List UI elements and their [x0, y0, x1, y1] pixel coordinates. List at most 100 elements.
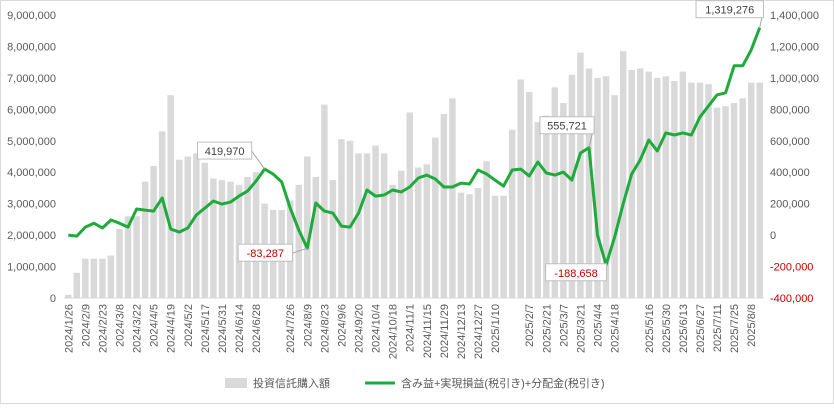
- x-tick-label: 2025/7/11: [712, 304, 724, 352]
- bar: [535, 122, 541, 298]
- bar: [236, 185, 242, 298]
- bar: [142, 182, 148, 298]
- x-tick-label: 2024/5/2: [183, 304, 195, 347]
- x-tick-label: 2024/2/9: [80, 304, 92, 347]
- bar: [193, 153, 199, 298]
- bar: [176, 160, 182, 298]
- bar: [458, 193, 464, 298]
- bar: [108, 256, 114, 298]
- bar: [99, 259, 105, 298]
- bar: [509, 130, 515, 298]
- x-tick-label: 2024/11/1: [405, 304, 417, 352]
- y-tick-label: 3,000,000: [7, 199, 56, 211]
- bar: [526, 92, 532, 298]
- x-tick-label: 2025/1/10: [490, 304, 502, 353]
- x-tick-label: 2025/6/13: [678, 304, 690, 353]
- y2-tick-label: 1,400,000: [770, 10, 819, 22]
- x-tick-label: 2024/2/23: [97, 304, 109, 353]
- bar: [202, 163, 208, 298]
- x-tick-label: 2024/6/28: [251, 304, 263, 353]
- x-tick-label: 2024/8/9: [302, 304, 314, 347]
- bar: [65, 295, 71, 298]
- y-tick-label: 8,000,000: [7, 41, 56, 53]
- x-tick-label: 2024/11/15: [422, 304, 434, 358]
- bar: [321, 105, 327, 298]
- x-tick-label: 2024/1/26: [63, 304, 75, 353]
- bar: [150, 166, 156, 298]
- bar: [620, 51, 626, 298]
- data-label: 555,721: [547, 121, 587, 133]
- data-label: -188,658: [554, 268, 597, 280]
- y2-tick-label: 600,000: [770, 136, 810, 148]
- bar: [347, 141, 353, 298]
- legend-label: 含み益+実現損益(税引き)+分配金(税引き): [401, 376, 605, 390]
- x-tick-label: 2024/3/8: [114, 304, 126, 347]
- x-tick-label: 2025/5/30: [661, 304, 673, 353]
- x-tick-label: 2024/5/31: [217, 304, 229, 353]
- y2-tick-label: -400,000: [770, 293, 813, 305]
- x-tick-label: 2024/7/26: [285, 304, 297, 353]
- bar: [688, 83, 694, 298]
- bar: [731, 103, 737, 298]
- y-tick-label: 0: [50, 293, 56, 305]
- x-tick-label: 2025/6/27: [695, 304, 707, 353]
- x-tick-label: 2025/2/21: [541, 304, 553, 353]
- bar: [116, 229, 122, 298]
- bar: [637, 68, 643, 298]
- bar: [313, 177, 319, 298]
- bar: [748, 83, 754, 298]
- x-tick-label: 2025/7/25: [729, 304, 741, 353]
- bar: [338, 139, 344, 298]
- x-tick-label: 2024/12/27: [473, 304, 485, 359]
- y2-tick-label: 400,000: [770, 167, 810, 179]
- y-tick-label: 2,000,000: [7, 230, 56, 242]
- bar: [671, 81, 677, 298]
- bar: [244, 177, 250, 298]
- bar: [646, 72, 652, 298]
- bar: [159, 131, 165, 298]
- bar: [722, 106, 728, 298]
- bar: [705, 84, 711, 298]
- bar: [91, 259, 97, 298]
- x-tick-label: 2024/5/17: [200, 304, 212, 353]
- data-label: 419,970: [205, 146, 245, 158]
- bar: [500, 196, 506, 298]
- bar: [219, 180, 225, 298]
- legend-label: 投資信託購入額: [253, 376, 330, 390]
- bar: [82, 259, 88, 298]
- bar: [611, 95, 617, 298]
- x-tick-label: 2025/3/7: [558, 304, 570, 347]
- x-tick-label: 2024/9/20: [354, 304, 366, 353]
- data-label: -83,287: [247, 248, 284, 260]
- data-label: 1,319,276: [705, 5, 754, 17]
- x-tick-label: 2025/4/4: [593, 304, 605, 347]
- bar: [654, 78, 660, 298]
- bar: [492, 196, 498, 298]
- bar: [74, 273, 80, 298]
- x-tick-label: 2025/3/21: [575, 304, 587, 353]
- x-tick-label: 2024/4/5: [149, 304, 161, 347]
- bar: [475, 188, 481, 298]
- bar: [466, 194, 472, 298]
- y2-tick-label: 1,200,000: [770, 41, 819, 53]
- bar: [663, 76, 669, 298]
- x-tick-label: 2024/9/6: [336, 304, 348, 347]
- x-tick-label: 2024/11/29: [439, 304, 451, 358]
- bar: [432, 138, 438, 298]
- bar: [389, 185, 395, 298]
- y-tick-label: 6,000,000: [7, 104, 56, 116]
- y2-tick-label: 200,000: [770, 199, 810, 211]
- bar: [253, 172, 259, 298]
- y2-tick-label: 1,000,000: [770, 73, 819, 85]
- bar: [296, 185, 302, 298]
- bar: [364, 153, 370, 298]
- x-tick-label: 2025/8/8: [746, 304, 758, 347]
- x-tick-label: 2025/4/18: [610, 304, 622, 353]
- y2-tick-label: 0: [770, 230, 776, 242]
- x-tick-label: 2025/2/7: [524, 304, 536, 347]
- bar: [133, 216, 139, 298]
- bar: [577, 53, 583, 298]
- x-tick-label: 2025/5/16: [644, 304, 656, 353]
- bar: [680, 72, 686, 298]
